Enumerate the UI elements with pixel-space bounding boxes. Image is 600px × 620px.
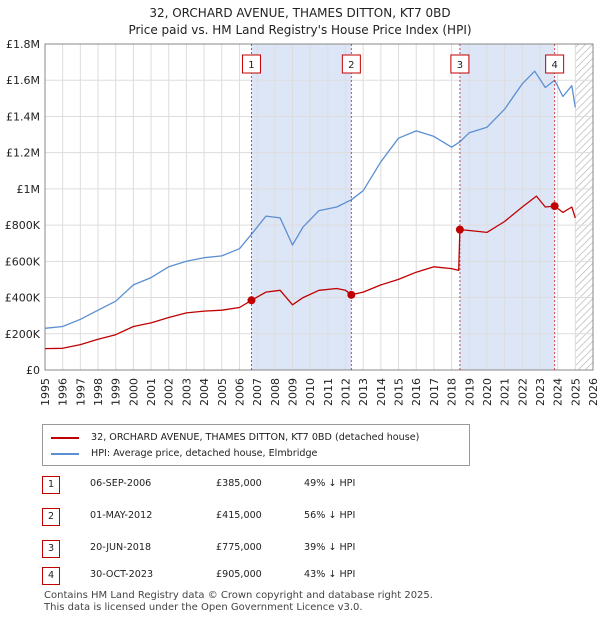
x-tick-label-14: 2009 xyxy=(286,378,299,406)
x-tick-label-1: 1996 xyxy=(57,378,70,406)
x-tick-label-27: 2022 xyxy=(516,378,529,406)
sale-hpi-2: 56% ↓ HPI xyxy=(304,510,356,521)
y-tick-label-6: £1.2M xyxy=(6,147,40,160)
sale-markers: 1 2 3 4 xyxy=(241,44,565,370)
x-tick-label-4: 1999 xyxy=(110,378,123,406)
price-chart: 32, ORCHARD AVENUE, THAMES DITTON, KT7 0… xyxy=(5,6,600,406)
x-tick-label-9: 2004 xyxy=(198,378,211,406)
sale-date-4: 30-OCT-2023 xyxy=(90,569,154,580)
sale-flag-box-3 xyxy=(450,54,470,74)
sale-point-1 xyxy=(247,296,256,305)
x-tick-label-20: 2015 xyxy=(393,378,406,406)
x-tick-label-23: 2018 xyxy=(446,378,459,406)
sale-flag-box-2 xyxy=(341,54,361,74)
y-tick-label-8: £1.6M xyxy=(6,74,40,87)
sale-badge-3: 3 xyxy=(42,540,60,558)
x-tick-label-17: 2012 xyxy=(340,378,353,406)
shaded-periods xyxy=(251,44,593,370)
sale-badge-2: 2 xyxy=(42,508,60,526)
sale-flag-label-4: 4 xyxy=(551,60,557,71)
sale-flag-label-3: 3 xyxy=(457,60,463,71)
y-tick-label-4: £800K xyxy=(5,219,41,232)
legend-label-hpi: HPI: Average price, detached house, Elmb… xyxy=(91,448,318,459)
sale-price-4: £905,000 xyxy=(216,569,262,580)
sale-date-2: 01-MAY-2012 xyxy=(90,510,153,521)
sale-date-3: 20-JUN-2018 xyxy=(90,542,152,553)
footer-attribution: Contains HM Land Registry data © Crown c… xyxy=(44,590,433,614)
sale-hpi-1: 49% ↓ HPI xyxy=(304,478,356,489)
y-axis-ticks: £0 £200K £400K £600K £800K £1M £1.2M £1.4M £1.6M… xyxy=(5,38,41,377)
x-tick-label-30: 2025 xyxy=(569,378,582,406)
x-tick-label-7: 2002 xyxy=(163,378,176,406)
x-tick-label-28: 2023 xyxy=(534,378,547,406)
sale-hpi-4: 43% ↓ HPI xyxy=(304,569,356,580)
x-tick-label-8: 2003 xyxy=(180,378,193,406)
x-tick-label-19: 2014 xyxy=(375,378,388,406)
x-tick-label-11: 2006 xyxy=(233,378,246,406)
x-tick-label-21: 2016 xyxy=(410,378,423,406)
sale-date-1: 06-SEP-2006 xyxy=(90,478,152,489)
x-tick-label-5: 2000 xyxy=(127,378,140,406)
sale-price-2: £415,000 xyxy=(216,510,262,521)
x-tick-label-3: 1998 xyxy=(92,378,105,406)
legend-label-property: 32, ORCHARD AVENUE, THAMES DITTON, KT7 0… xyxy=(91,432,420,443)
x-tick-label-2: 1997 xyxy=(74,378,87,406)
x-axis-ticks: 1995 1996 1997 1998 1999 2000 2001 2002 2003 2004… xyxy=(39,378,600,406)
series-hpi-line xyxy=(44,70,576,329)
legend-swatch-hpi xyxy=(51,453,79,455)
chart-title: 32, ORCHARD AVENUE, THAMES DITTON, KT7 0… xyxy=(149,6,450,20)
x-tick-label-31: 2026 xyxy=(587,378,600,406)
x-tick-label-0: 1995 xyxy=(39,378,52,406)
forecast-hatch xyxy=(575,44,593,370)
x-tick-label-6: 2001 xyxy=(145,378,158,406)
sale-flag-label-2: 2 xyxy=(348,60,354,71)
sale-price-1: £385,000 xyxy=(216,478,262,489)
x-tick-label-12: 2007 xyxy=(251,378,264,406)
sale-point-4 xyxy=(550,202,559,211)
y-tick-label-5: £1M xyxy=(17,183,41,196)
y-tick-label-0: £0 xyxy=(26,364,40,377)
legend-swatch-property xyxy=(51,437,79,439)
x-tick-label-29: 2024 xyxy=(552,378,565,406)
x-tick-label-16: 2011 xyxy=(322,378,335,406)
series xyxy=(44,70,576,350)
y-tick-label-2: £400K xyxy=(5,292,41,305)
sale-point-2 xyxy=(347,290,356,299)
sale-hpi-3: 39% ↓ HPI xyxy=(304,542,356,553)
sale-badge-4: 4 xyxy=(42,567,60,585)
y-tick-label-9: £1.8M xyxy=(6,38,40,51)
x-tick-label-24: 2019 xyxy=(463,378,476,406)
legend: 32, ORCHARD AVENUE, THAMES DITTON, KT7 0… xyxy=(42,424,470,466)
shaded-period-2 xyxy=(459,44,555,370)
y-tick-label-1: £200K xyxy=(5,328,41,341)
grid xyxy=(44,43,594,371)
series-property-line xyxy=(44,195,576,350)
x-tick-label-18: 2013 xyxy=(357,378,370,406)
sale-flag-label-1: 1 xyxy=(248,60,254,71)
y-tick-label-3: £600K xyxy=(5,255,41,268)
x-tick-label-26: 2021 xyxy=(499,378,512,406)
x-tick-label-10: 2005 xyxy=(216,378,229,406)
plot-frame xyxy=(44,43,594,371)
x-tick-label-25: 2020 xyxy=(481,378,494,406)
footer-line-2: This data is licensed under the Open Gov… xyxy=(44,602,363,613)
sale-price-3: £775,000 xyxy=(216,542,262,553)
x-tick-label-22: 2017 xyxy=(428,378,441,406)
y-tick-label-7: £1.4M xyxy=(6,110,40,123)
sale-flag-box-4 xyxy=(545,54,565,74)
sale-flag-box-1 xyxy=(241,54,261,74)
sale-point-3 xyxy=(455,225,464,234)
x-tick-label-15: 2010 xyxy=(304,378,317,406)
footer-line-1: Contains HM Land Registry data © Crown c… xyxy=(44,590,433,601)
sale-badge-1: 1 xyxy=(42,476,60,494)
x-tick-label-13: 2008 xyxy=(269,378,282,406)
chart-subtitle: Price paid vs. HM Land Registry's House … xyxy=(128,23,471,37)
